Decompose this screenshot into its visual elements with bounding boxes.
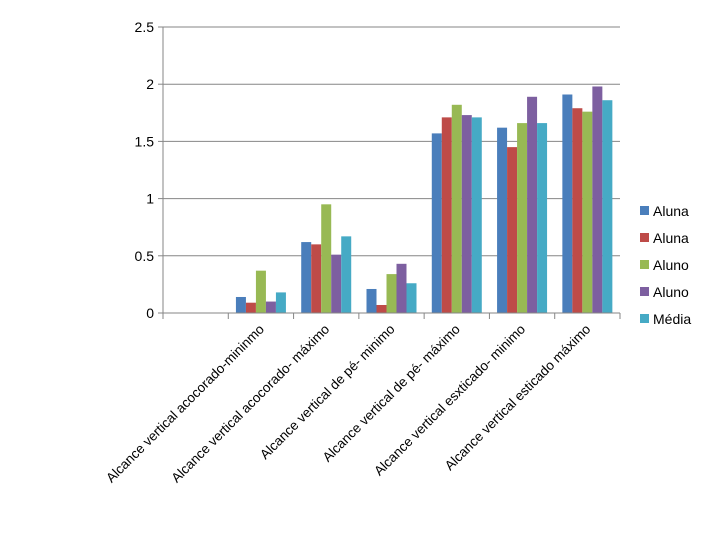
bar bbox=[537, 123, 548, 313]
gridlines bbox=[163, 26, 620, 257]
bar bbox=[471, 117, 482, 313]
bar bbox=[507, 147, 518, 313]
y-tick-label: 2.5 bbox=[135, 19, 155, 35]
bar bbox=[311, 244, 322, 313]
x-tick-label: Alcance vertical esticado máximo bbox=[442, 322, 594, 474]
y-tick-labels: 0 0.5 1 1.5 2 2.5 bbox=[135, 19, 155, 321]
bar bbox=[527, 96, 538, 313]
bar bbox=[366, 288, 377, 313]
x-tick-label: Alcance vertical de pé- máximo bbox=[320, 322, 463, 465]
legend-swatch bbox=[640, 287, 649, 296]
bar bbox=[396, 263, 407, 313]
legend-swatch bbox=[640, 314, 649, 323]
bar bbox=[265, 301, 276, 313]
bar bbox=[582, 111, 593, 313]
bar bbox=[406, 283, 417, 313]
y-tick-label: 1.5 bbox=[135, 133, 155, 149]
bar bbox=[461, 115, 472, 313]
bar bbox=[431, 133, 442, 313]
legend: Aluna Aluna Aluno Aluno Média bbox=[640, 203, 691, 327]
x-tick-label: Alcance vertical de pé- minimo bbox=[257, 322, 398, 463]
legend-label: Aluna bbox=[653, 203, 689, 219]
bar bbox=[562, 94, 573, 313]
bar bbox=[331, 254, 342, 313]
legend-swatch bbox=[640, 233, 649, 242]
y-tick-label: 0.5 bbox=[135, 248, 155, 264]
legend-label: Aluno bbox=[653, 257, 689, 273]
bar bbox=[386, 274, 397, 313]
y-tick-label: 2 bbox=[146, 76, 154, 92]
bar bbox=[376, 304, 387, 313]
bars bbox=[235, 86, 613, 314]
bar bbox=[235, 296, 246, 313]
bar bbox=[245, 302, 256, 313]
x-tick-labels: Alcance vertical acocorado-mininmoAlcanc… bbox=[103, 322, 593, 486]
bar bbox=[517, 123, 528, 313]
bar bbox=[451, 104, 462, 314]
bar bbox=[255, 270, 266, 313]
legend-label: Média bbox=[653, 311, 691, 327]
bar bbox=[497, 127, 508, 313]
legend-swatch bbox=[640, 206, 649, 215]
y-tick-label: 1 bbox=[146, 191, 154, 207]
bar bbox=[572, 108, 583, 313]
legend-label: Aluna bbox=[653, 230, 689, 246]
bar bbox=[301, 242, 312, 313]
bar bbox=[321, 204, 332, 313]
bar bbox=[441, 117, 452, 313]
axes bbox=[158, 26, 621, 319]
legend-label: Aluno bbox=[653, 284, 689, 300]
bar bbox=[341, 236, 352, 313]
legend-swatch bbox=[640, 260, 649, 269]
bar bbox=[275, 292, 286, 313]
y-tick-label: 0 bbox=[146, 305, 154, 321]
bar bbox=[602, 100, 613, 313]
bar bbox=[592, 86, 603, 313]
